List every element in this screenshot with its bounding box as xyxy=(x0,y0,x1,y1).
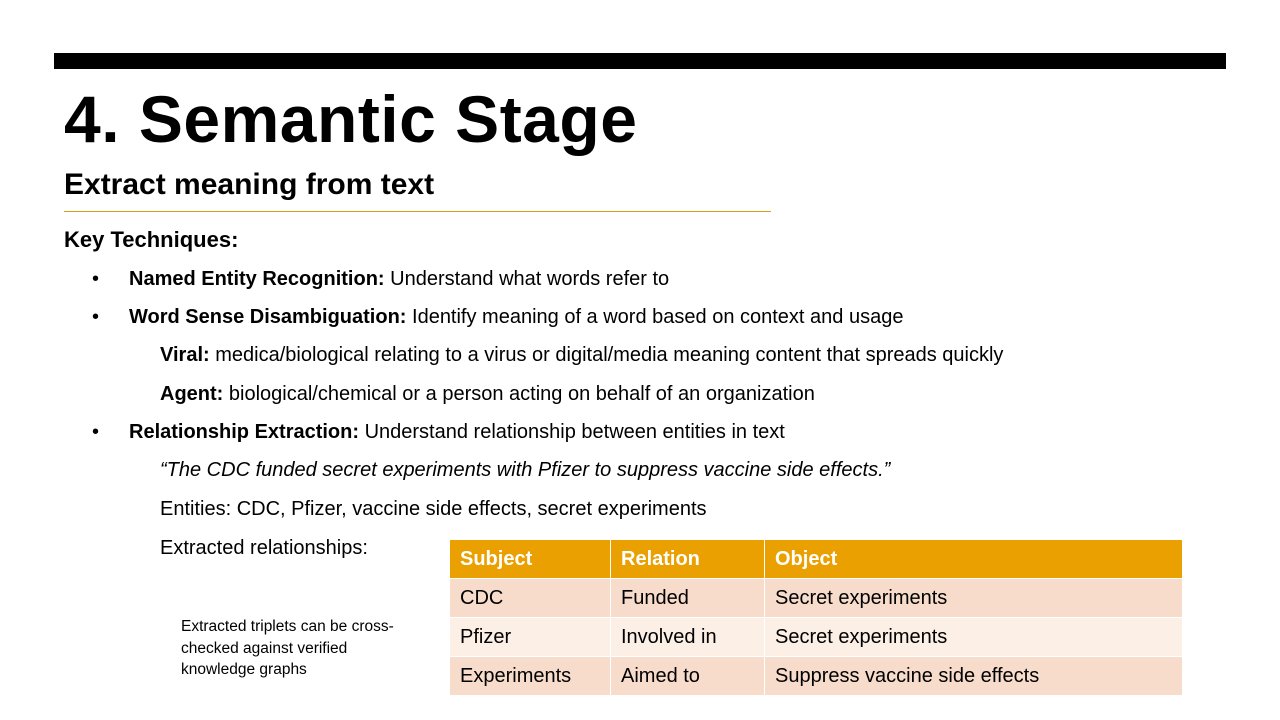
table-row: Experiments Aimed to Suppress vaccine si… xyxy=(449,656,1183,696)
header-relation: Relation xyxy=(610,539,765,579)
cell-relation: Aimed to xyxy=(610,656,765,696)
header-subject: Subject xyxy=(449,539,611,579)
header-object: Object xyxy=(764,539,1183,579)
table-row: Pfizer Involved in Secret experiments xyxy=(449,617,1183,657)
cell-subject: Pfizer xyxy=(449,617,611,657)
table-header-row: Subject Relation Object xyxy=(449,539,1183,579)
cell-object: Secret experiments xyxy=(764,617,1183,657)
bullet-term: Word Sense Disambiguation: xyxy=(129,306,407,328)
relationship-table: Subject Relation Object CDC Funded Secre… xyxy=(449,539,1183,696)
cell-relation: Funded xyxy=(610,578,765,618)
top-bar xyxy=(54,53,1226,69)
sense-text: medica/biological relating to a virus or… xyxy=(209,344,1004,366)
cell-object: Suppress vaccine side effects xyxy=(764,656,1183,696)
slide-title: 4. Semantic Stage xyxy=(64,82,638,156)
cell-object: Secret experiments xyxy=(764,578,1183,618)
example-quote: “The CDC funded secret experiments with … xyxy=(160,459,891,481)
bullet-text: Understand relationship between entities… xyxy=(359,421,785,443)
cell-relation: Involved in xyxy=(610,617,765,657)
bullet-relationship-extraction: • Relationship Extraction: Understand rel… xyxy=(92,418,785,446)
entities-line: Entities: CDC, Pfizer, vaccine side effe… xyxy=(160,498,707,520)
bullet-named-entity-recognition: • Named Entity Recognition: Understand wh… xyxy=(92,265,669,293)
table-row: CDC Funded Secret experiments xyxy=(449,578,1183,618)
sense-text: biological/chemical or a person acting o… xyxy=(223,383,815,405)
bullet-text: Understand what words refer to xyxy=(384,268,670,290)
bullet-dot: • xyxy=(92,268,100,290)
knowledge-graph-note: Extracted triplets can be cross-checked … xyxy=(181,618,394,678)
key-techniques-heading: Key Techniques: xyxy=(64,227,239,252)
bullet-term: Named Entity Recognition: xyxy=(129,268,385,290)
bullet-text: Identify meaning of a word based on cont… xyxy=(406,306,904,328)
bullet-word-sense-disambiguation: • Word Sense Disambiguation: Identify mea… xyxy=(92,303,903,331)
sense-agent: Agent: biological/chemical or a person a… xyxy=(160,380,815,408)
subtitle-rule xyxy=(64,211,771,212)
bullet-dot: • xyxy=(92,421,100,443)
slide-subtitle: Extract meaning from text xyxy=(64,168,435,201)
bullet-term: Relationship Extraction: xyxy=(129,421,360,443)
sense-term: Agent: xyxy=(160,383,224,405)
cell-subject: CDC xyxy=(449,578,611,618)
extracted-relationships-label: Extracted relationships: xyxy=(160,537,368,559)
cell-subject: Experiments xyxy=(449,656,611,696)
sense-viral: Viral: medica/biological relating to a v… xyxy=(160,341,1003,369)
sense-term: Viral: xyxy=(160,344,210,366)
bullet-dot: • xyxy=(92,306,100,328)
